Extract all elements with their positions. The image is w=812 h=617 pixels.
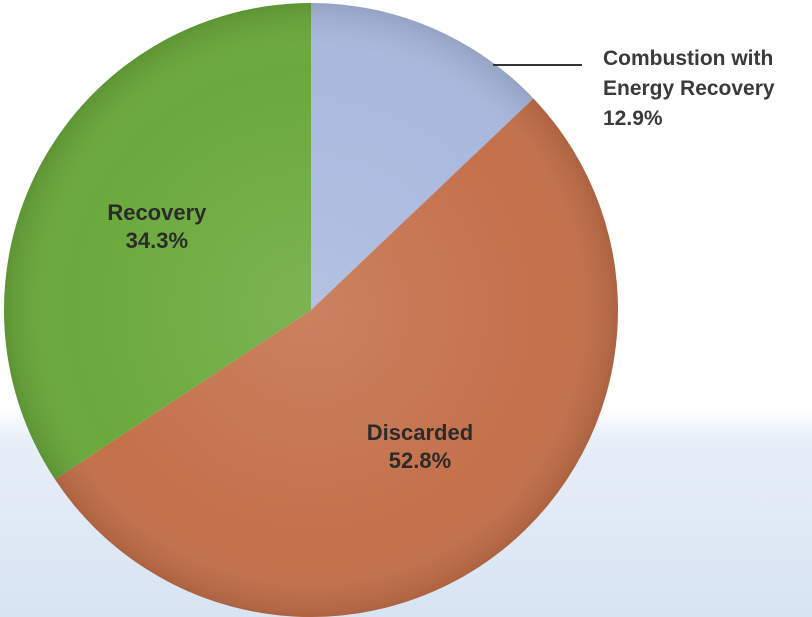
category-label: Discarded xyxy=(366,419,474,445)
category-label: Recovery xyxy=(107,200,207,226)
category-label: Combustion with Energy Recovery xyxy=(603,47,775,100)
value-label: 12.9% xyxy=(603,107,663,130)
slice-label: Combustion with Energy Recovery 12.9% xyxy=(603,44,808,134)
value-label: 52.8% xyxy=(388,447,452,473)
pie-shading xyxy=(4,3,618,617)
value-label: 34.3% xyxy=(125,228,189,254)
slice-label: Recovery 34.3% xyxy=(107,199,206,255)
slice-label: Discarded 52.8% xyxy=(367,419,473,475)
